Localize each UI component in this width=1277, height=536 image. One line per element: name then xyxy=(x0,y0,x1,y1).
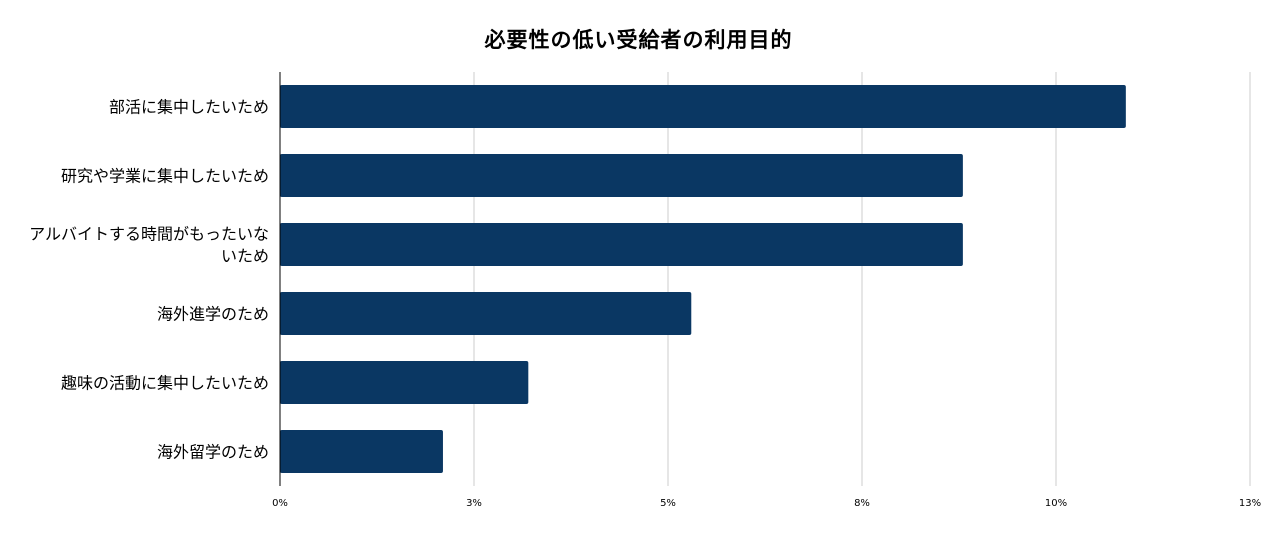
category-label: 部活に集中したいため xyxy=(109,98,269,117)
category-label: 趣味の活動に集中したいため xyxy=(61,374,269,393)
chart-title: 必要性の低い受給者の利用目的 xyxy=(484,28,793,52)
category-labels: 部活に集中したいため研究や学業に集中したいためアルバイトする時間がもったいないた… xyxy=(29,98,269,462)
x-tick-label: 5% xyxy=(660,498,676,509)
tick-labels: 0% 3% 5% 8% 10% 13% xyxy=(272,498,1261,509)
gridlines xyxy=(473,72,1251,486)
bar xyxy=(280,154,963,197)
bars xyxy=(280,85,1126,473)
x-tick-label: 10% xyxy=(1045,498,1067,509)
bar xyxy=(280,361,529,404)
category-label: 研究や学業に集中したいため xyxy=(61,167,269,186)
x-tick-label: 13% xyxy=(1239,498,1261,509)
category-label: 海外留学のため xyxy=(157,443,269,462)
bar xyxy=(280,292,692,335)
x-tick-label: 3% xyxy=(466,498,482,509)
bar xyxy=(280,85,1126,128)
category-label: 海外進学のため xyxy=(157,305,269,324)
bar xyxy=(280,223,963,266)
bar xyxy=(280,430,443,473)
x-tick-label: 0% xyxy=(272,498,288,509)
x-tick-label: 8% xyxy=(854,498,870,509)
category-label: アルバイトする時間がもったいな xyxy=(29,225,269,244)
category-label: いため xyxy=(221,247,269,266)
